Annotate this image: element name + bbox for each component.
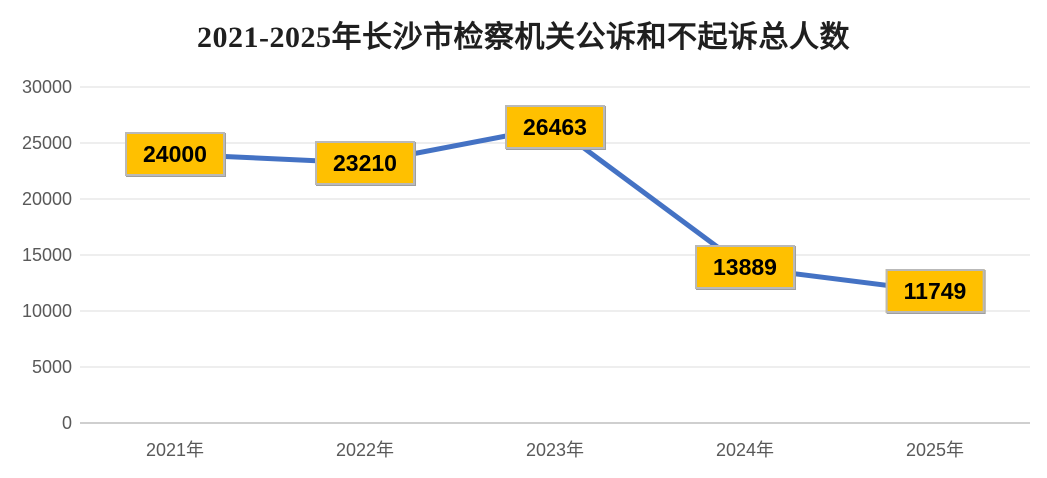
data-label: 11749 bbox=[885, 269, 985, 314]
x-tick-label: 2022年 bbox=[335, 440, 395, 460]
data-label: 13889 bbox=[695, 245, 795, 290]
x-tick-label: 2024年 bbox=[715, 440, 775, 460]
data-label: 26463 bbox=[505, 104, 605, 149]
data-label: 23210 bbox=[315, 141, 415, 186]
y-tick-label: 0 bbox=[61, 413, 72, 433]
y-tick-label: 30000 bbox=[21, 77, 72, 97]
y-tick-label: 20000 bbox=[21, 189, 72, 209]
x-tick-label: 2021年 bbox=[145, 440, 205, 460]
data-line bbox=[172, 124, 938, 294]
x-tick-label: 2025年 bbox=[905, 440, 965, 460]
chart-title: 2021-2025年长沙市检察机关公诉和不起诉总人数 bbox=[197, 21, 850, 54]
y-tick-label: 15000 bbox=[21, 245, 72, 265]
y-tick-label: 25000 bbox=[21, 133, 72, 153]
x-tick-label: 2023年 bbox=[525, 440, 585, 460]
y-tick-label: 10000 bbox=[21, 301, 72, 321]
y-tick-label: 5000 bbox=[31, 357, 72, 377]
data-label: 24000 bbox=[125, 132, 225, 177]
